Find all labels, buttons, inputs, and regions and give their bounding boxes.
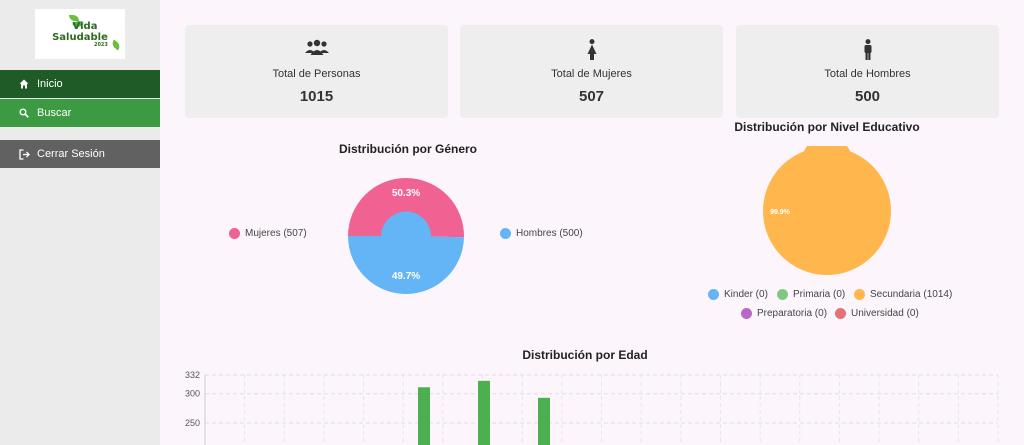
legend-swatch	[854, 289, 865, 300]
card-total-hombres: Total de Hombres 500	[736, 25, 999, 118]
card-label: Total de Mujeres	[551, 68, 632, 80]
bar[interactable]	[538, 397, 550, 445]
logo-line-1: Vida	[72, 20, 98, 32]
legend-item-preparatoria[interactable]: Preparatoria (0)	[741, 308, 827, 319]
leaf-icon	[110, 39, 122, 51]
legend-item-kinder[interactable]: Kinder (0)	[708, 289, 768, 300]
sidebar-item-cerrar-sesion[interactable]: Cerrar Sesión	[0, 140, 160, 168]
logo-line-2: Saludable	[52, 31, 108, 43]
legend-swatch	[835, 308, 846, 319]
sidebar: Vida Saludable 2023 Inicio Buscar Cerrar…	[0, 0, 160, 445]
legend-label: Mujeres (507)	[245, 228, 307, 239]
card-total-mujeres: Total de Mujeres 507	[460, 25, 723, 118]
chart-title-nivel-educativo: Distribución por Nivel Educativo	[734, 120, 920, 134]
legend-label: Secundaria (1014)	[870, 289, 953, 300]
legend-label: Primaria (0)	[793, 289, 846, 300]
leaf-icon	[69, 15, 79, 21]
legend-item-secundaria[interactable]: Secundaria (1014)	[854, 289, 952, 300]
sidebar-item-label: Buscar	[37, 107, 72, 119]
sidebar-item-label: Cerrar Sesión	[37, 148, 105, 160]
main-content: Total de Personas 1015 Total de Mujeres …	[160, 0, 1024, 445]
legend-swatch	[229, 228, 240, 239]
chart-title-edad: Distribución por Edad	[522, 348, 648, 362]
y-tick-label: 332	[185, 370, 200, 380]
chart-title-genero: Distribución por Género	[338, 142, 477, 156]
legend-swatch	[708, 289, 719, 300]
bar[interactable]	[418, 387, 430, 445]
legend-label: Universidad (0)	[851, 308, 919, 319]
people-icon	[185, 39, 448, 57]
legend-swatch	[777, 289, 788, 300]
donut-slice[interactable]	[348, 211, 464, 295]
data-label: 99.9%	[770, 209, 791, 216]
sidebar-item-buscar[interactable]: Buscar	[0, 99, 160, 127]
legend-item-hombres[interactable]: Hombres (500)	[500, 228, 583, 239]
card-value: 1015	[299, 88, 334, 105]
y-tick-label: 300	[185, 389, 200, 399]
bar[interactable]	[478, 380, 490, 445]
legend-label: Kinder (0)	[724, 289, 768, 300]
legend-item-primaria[interactable]: Primaria (0)	[777, 289, 845, 300]
bar-chart-edad: 332 300 250	[185, 370, 999, 445]
card-total-personas: Total de Personas 1015	[185, 25, 448, 118]
logo[interactable]: Vida Saludable 2023	[35, 9, 125, 59]
legend-swatch	[741, 308, 752, 319]
legend-label: Preparatoria (0)	[757, 308, 828, 319]
card-value: 500	[854, 88, 881, 105]
card-label: Total de Personas	[272, 68, 361, 80]
sidebar-item-label: Inicio	[37, 78, 63, 90]
card-value: 507	[578, 88, 605, 105]
logout-icon	[17, 148, 31, 160]
data-label: 49.7%	[392, 271, 420, 282]
donut-chart-genero: 50.3% 49.7%	[348, 178, 464, 295]
logo-line-3: 2023	[93, 41, 108, 48]
legend-label: Hombres (500)	[516, 228, 583, 239]
donut-chart-nivel-educativo: 99.9%	[763, 146, 891, 275]
sidebar-item-inicio[interactable]: Inicio	[0, 70, 160, 98]
search-icon	[17, 108, 31, 118]
female-icon	[460, 39, 723, 61]
legend-item-universidad[interactable]: Universidad (0)	[835, 308, 919, 319]
data-label: 50.3%	[392, 188, 420, 199]
legend-item-mujeres[interactable]: Mujeres (507)	[229, 228, 307, 239]
card-label: Total de Hombres	[824, 68, 911, 80]
y-tick-label: 250	[185, 418, 200, 428]
home-icon	[17, 79, 31, 89]
male-icon	[736, 39, 999, 61]
donut-slice[interactable]	[763, 146, 891, 275]
legend-swatch	[500, 228, 511, 239]
